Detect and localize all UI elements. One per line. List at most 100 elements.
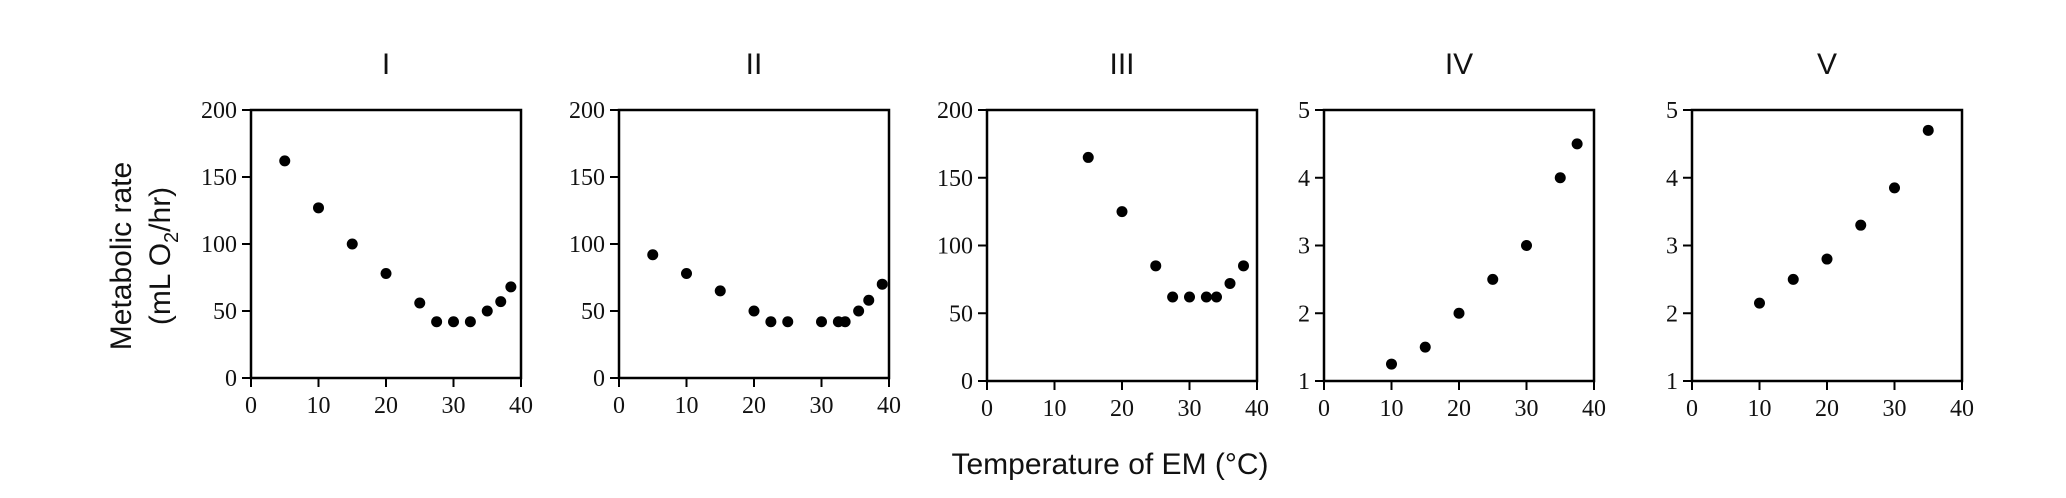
- data-point: [1521, 240, 1532, 251]
- y-tick-label: 50: [581, 299, 605, 325]
- data-point: [714, 285, 726, 297]
- y-tick-label: 50: [949, 301, 973, 327]
- y-axis-label-suffix: /hr): [144, 187, 177, 232]
- x-tick-label: 0: [613, 393, 625, 419]
- data-point: [1386, 358, 1397, 370]
- data-point: [1167, 291, 1179, 303]
- data-point: [1238, 260, 1249, 272]
- data-point: [414, 297, 426, 309]
- x-tick-label: 20: [742, 393, 766, 419]
- data-point: [1211, 291, 1222, 303]
- chart-panel-2: II 0 10 20 30 40 0 50 100 150 200: [569, 48, 901, 419]
- panel-title: II: [746, 48, 763, 81]
- data-point: [448, 316, 459, 328]
- x-tick-label: 30: [442, 393, 466, 419]
- x-tick-label: 0: [245, 393, 257, 419]
- data-point: [1889, 182, 1900, 194]
- x-tick-label: 30: [810, 393, 834, 419]
- data-point: [495, 296, 507, 308]
- y-tick-label: 0: [961, 369, 973, 395]
- y-tick-label: 100: [201, 232, 237, 258]
- x-tick-label: 10: [307, 393, 331, 419]
- chart-panel-4: IV 0 10 20 30 40 1 2 3 4 5: [1298, 48, 1606, 422]
- y-tick-label: 100: [937, 234, 973, 260]
- data-point: [1821, 253, 1833, 265]
- y-tick-label: 4: [1666, 166, 1678, 192]
- x-tick-label: 0: [1686, 396, 1698, 422]
- data-point: [1419, 341, 1431, 353]
- y-tick-label: 200: [569, 98, 605, 124]
- y-tick-label: 4: [1298, 166, 1310, 192]
- y-tick-label: 150: [937, 166, 973, 192]
- chart-panel-3: III 0 10 20 30 40 0 50 100 150 200: [937, 48, 1269, 422]
- data-point: [1184, 291, 1195, 303]
- panel-title: V: [1817, 48, 1837, 81]
- y-tick-label: 150: [201, 165, 237, 191]
- data-point: [765, 316, 777, 328]
- data-point: [748, 305, 760, 317]
- data-point: [1571, 138, 1583, 150]
- data-point: [863, 294, 875, 306]
- data-point: [1150, 260, 1162, 272]
- data-point: [481, 305, 493, 317]
- chart-panel-1: I 0 10 20 30 40 0 50 100 150 200: [201, 48, 533, 419]
- y-tick-label: 3: [1666, 234, 1678, 260]
- plot-frame: [1322, 108, 1596, 383]
- data-point: [1224, 277, 1236, 289]
- data-point: [1787, 273, 1799, 285]
- data-point: [1922, 124, 1934, 136]
- data-point: [279, 155, 291, 167]
- x-tick-label: 0: [1318, 396, 1330, 422]
- x-tick-label: 40: [1245, 396, 1269, 422]
- data-point: [1554, 172, 1566, 184]
- y-tick-label: 200: [937, 98, 973, 124]
- y-tick-label: 200: [201, 98, 237, 124]
- data-point: [681, 267, 692, 279]
- data-point: [1116, 206, 1128, 218]
- x-tick-label: 30: [1178, 396, 1202, 422]
- y-tick-label: 2: [1666, 301, 1678, 327]
- y-tick-label: 100: [569, 232, 605, 258]
- x-tick-label: 40: [877, 393, 901, 419]
- y-axis-label-subscript: 2: [161, 232, 183, 243]
- data-point: [431, 316, 443, 328]
- plot-frame: [249, 108, 523, 380]
- y-tick-label: 3: [1298, 234, 1310, 260]
- x-tick-label: 30: [1883, 396, 1907, 422]
- data-point: [1855, 219, 1867, 231]
- y-axis-label-line2: (mL O2/hr): [144, 187, 183, 325]
- data-point: [313, 202, 324, 214]
- x-tick-label: 0: [981, 396, 993, 422]
- y-tick-label: 1: [1298, 369, 1310, 395]
- y-axis-label-prefix: (mL O: [144, 243, 177, 325]
- y-tick-label: 5: [1298, 98, 1310, 124]
- panel-title: IV: [1445, 48, 1473, 81]
- x-tick-label: 10: [675, 393, 699, 419]
- data-point: [853, 305, 865, 317]
- data-point: [876, 278, 888, 290]
- y-tick-label: 0: [225, 366, 237, 392]
- x-tick-label: 20: [1447, 396, 1471, 422]
- plot-frame: [617, 108, 891, 380]
- y-tick-label: 0: [593, 366, 605, 392]
- data-point: [1200, 291, 1212, 303]
- data-point: [346, 238, 358, 250]
- x-axis-label: Temperature of EM (°C): [951, 448, 1268, 481]
- plot-frame: [985, 108, 1259, 383]
- x-tick-label: 10: [1380, 396, 1404, 422]
- y-axis-label-line1: Metabolic rate: [105, 162, 138, 350]
- data-point: [839, 316, 851, 328]
- data-point: [464, 316, 476, 328]
- data-point: [1754, 297, 1765, 309]
- panel-title: III: [1109, 48, 1134, 81]
- x-tick-label: 40: [1950, 396, 1974, 422]
- x-tick-label: 20: [1815, 396, 1839, 422]
- data-point: [1487, 273, 1499, 285]
- data-point: [647, 249, 659, 261]
- x-tick-label: 10: [1043, 396, 1067, 422]
- x-tick-label: 40: [1582, 396, 1606, 422]
- x-tick-label: 10: [1748, 396, 1772, 422]
- x-tick-label: 40: [509, 393, 533, 419]
- y-tick-label: 5: [1666, 98, 1678, 124]
